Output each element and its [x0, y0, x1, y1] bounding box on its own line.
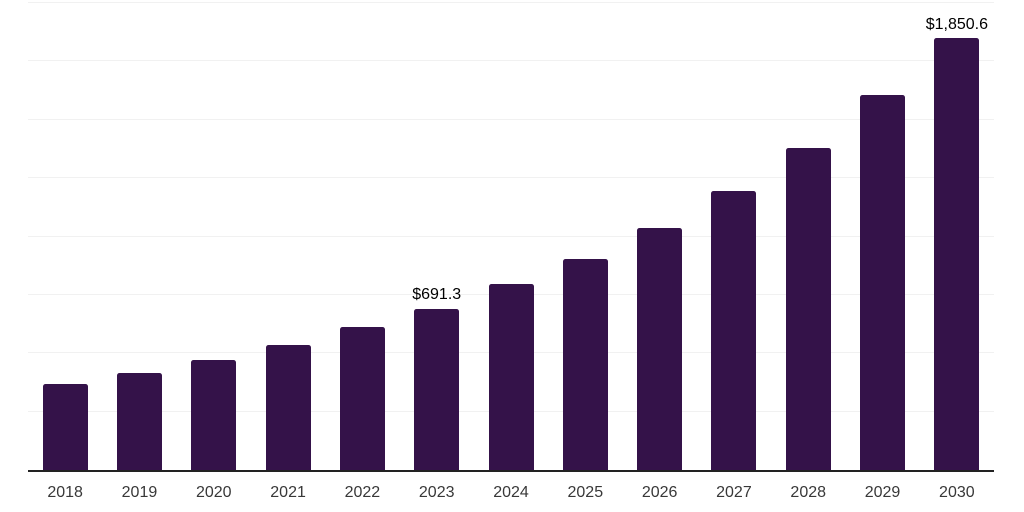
bar-2030	[934, 37, 980, 470]
x-axis-label-2021: 2021	[270, 484, 306, 501]
x-axis-label-2029: 2029	[864, 484, 901, 501]
bar-2025	[562, 259, 608, 470]
x-axis-label-2022: 2022	[344, 484, 381, 501]
bar-2020	[191, 360, 237, 470]
x-axis-label-2028: 2028	[790, 484, 827, 501]
bar-2028	[785, 148, 831, 470]
x-axis-label-2030: 2030	[939, 484, 975, 501]
bar-2024	[488, 283, 534, 470]
gridline	[28, 177, 994, 179]
gridline	[28, 2, 994, 3]
bar-value-label-2023: $691.3	[412, 286, 462, 304]
bar-2021	[265, 345, 311, 470]
x-axis-label-2020: 2020	[195, 484, 232, 501]
gridline	[28, 60, 994, 62]
x-axis-label-2027: 2027	[716, 484, 752, 501]
plot-area: $691.3 $1,850.6	[28, 2, 994, 472]
bar-2023	[414, 308, 460, 470]
x-axis-label-2026: 2026	[641, 484, 678, 501]
bar-2022	[339, 327, 385, 470]
bar-2029	[860, 95, 906, 470]
bar-2026	[637, 228, 683, 470]
x-axis-tick-labels: 2018 2019 2020 2021 2022 2023 2024 2025 2026 2027…	[28, 481, 994, 507]
bar-2019	[116, 373, 162, 470]
bar-2018	[42, 384, 88, 470]
x-axis-label-2018: 2018	[47, 484, 83, 501]
bar-value-label-2030: $1,850.6	[925, 15, 988, 33]
gridline	[28, 118, 994, 120]
x-axis-line	[28, 470, 994, 472]
x-axis-label-2025: 2025	[567, 484, 604, 501]
x-axis-label-2023: 2023	[418, 484, 455, 501]
x-axis-label-2019: 2019	[121, 484, 158, 501]
gridline	[28, 235, 994, 237]
x-axis-label-2024: 2024	[493, 484, 529, 501]
bar-2027	[711, 191, 757, 470]
